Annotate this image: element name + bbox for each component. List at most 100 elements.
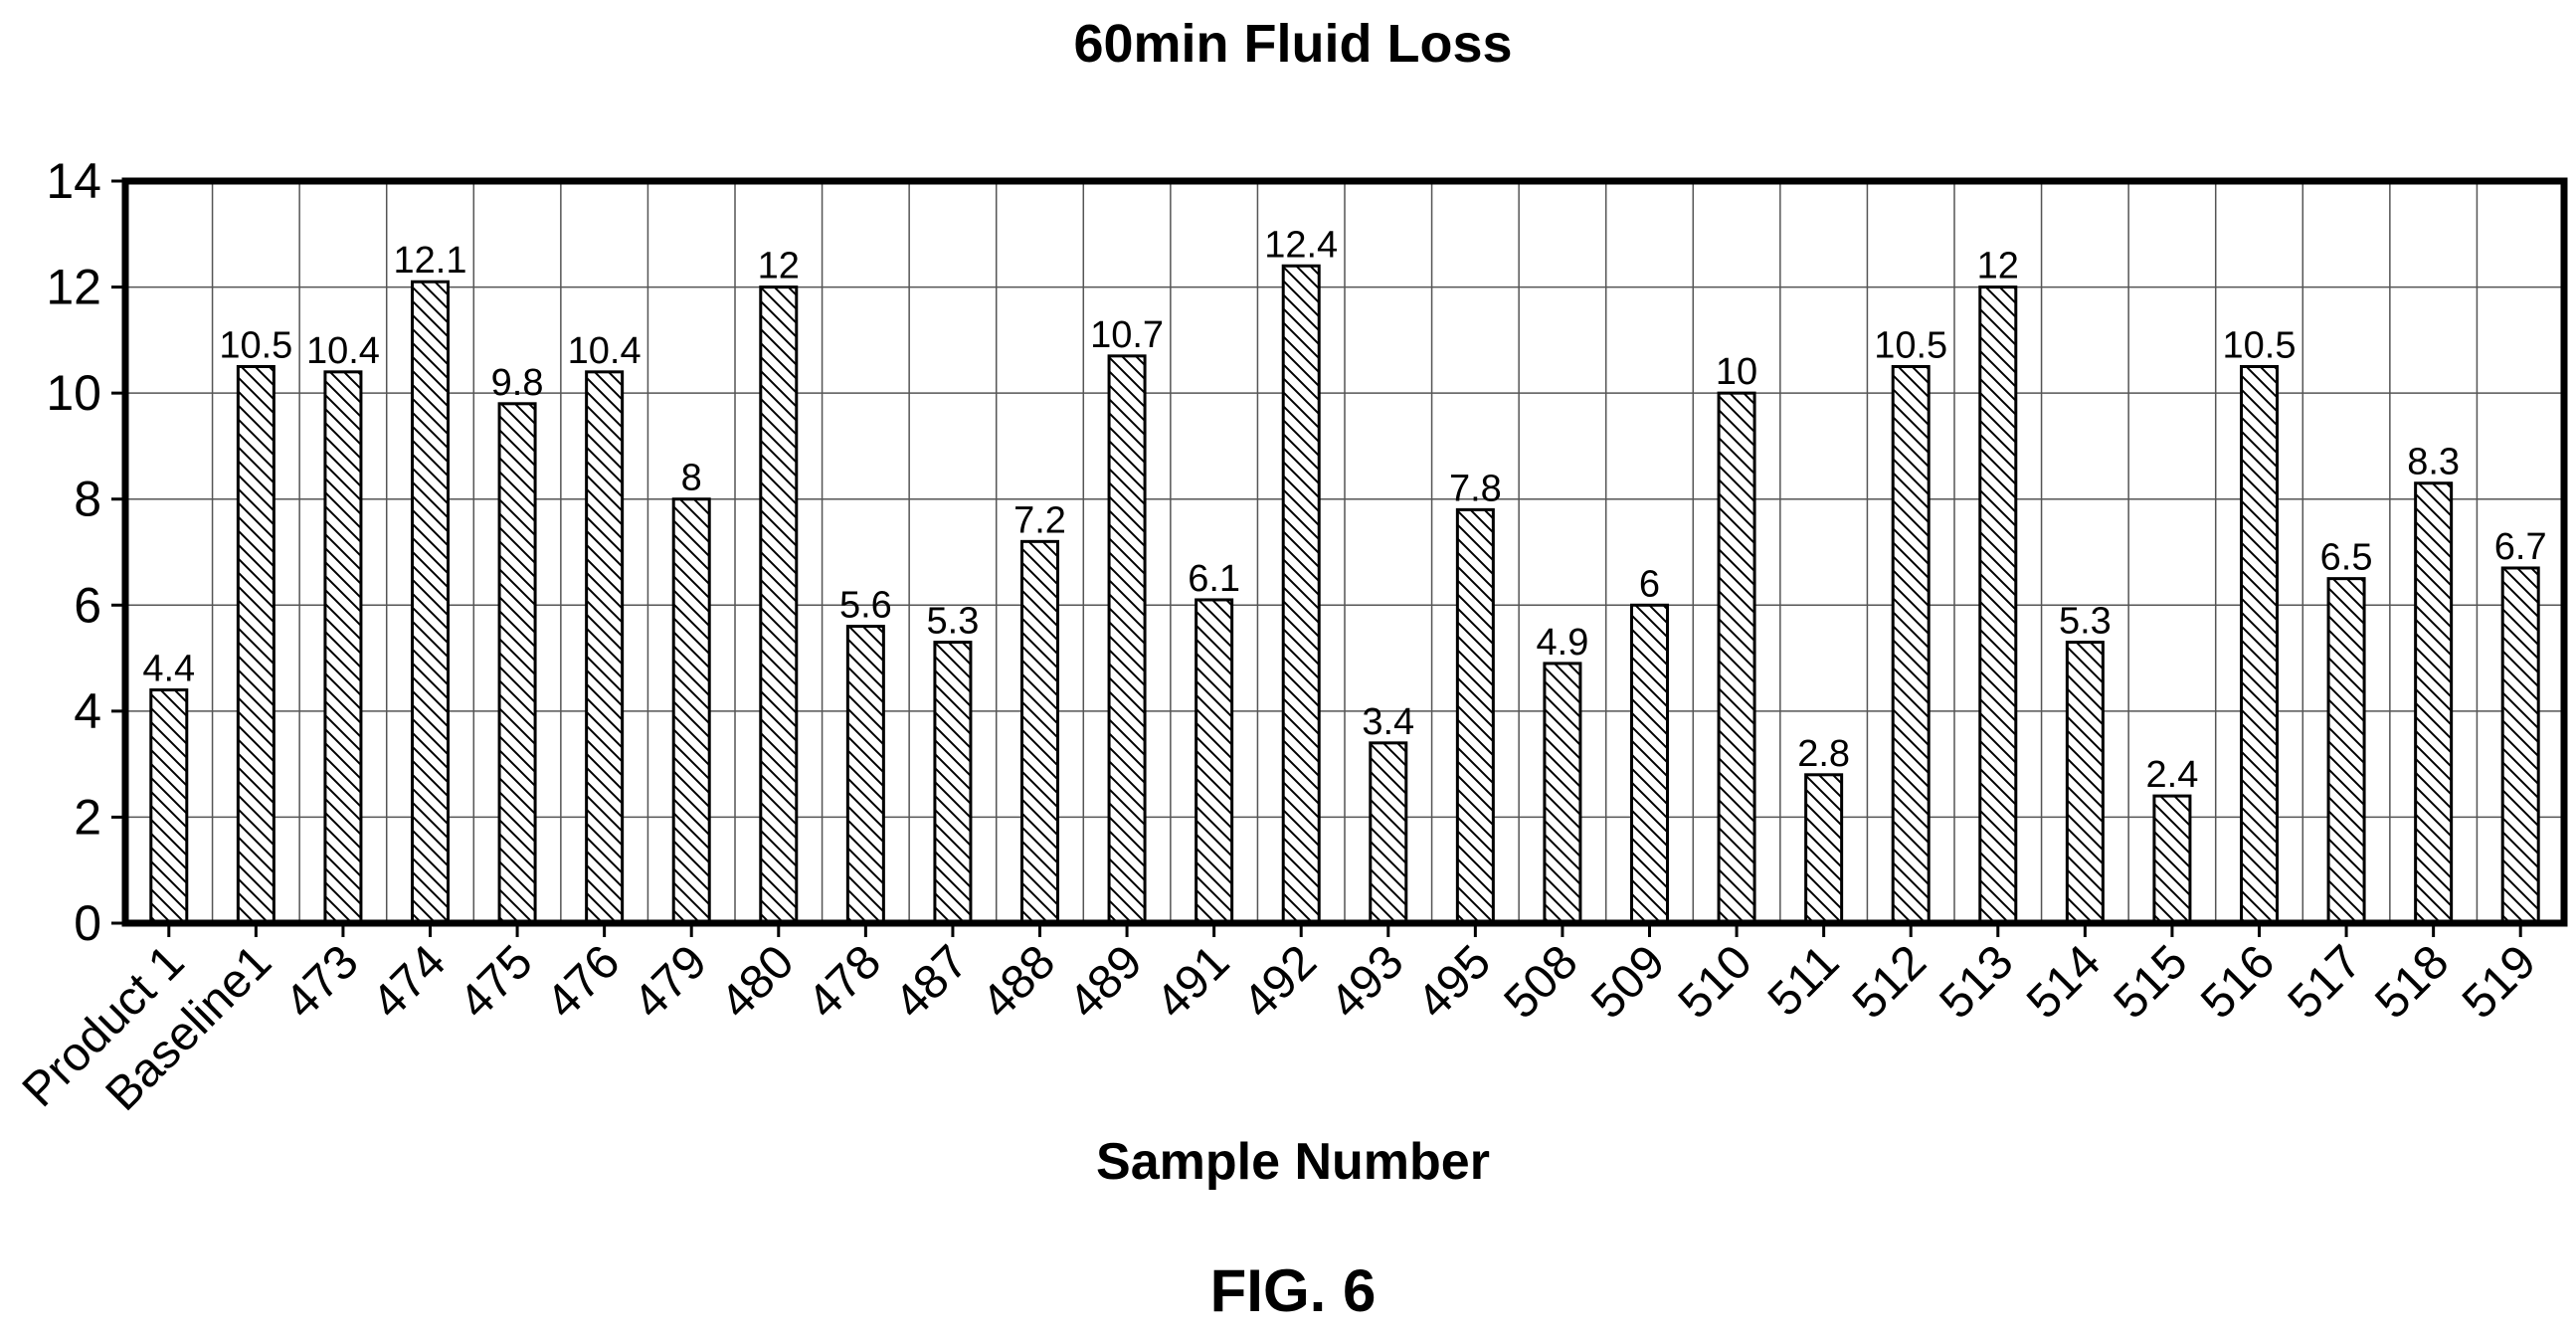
bar (1369, 741, 1408, 925)
x-tick-label: 518 (2365, 935, 2459, 1029)
x-tick-label: 515 (2105, 935, 2198, 1029)
x-tick-label: 514 (2017, 935, 2111, 1029)
figure-label: FIG. 6 (1210, 1257, 1377, 1324)
bar (1020, 539, 1059, 925)
data-label: 8 (681, 458, 702, 499)
data-label: 4.9 (1537, 622, 1589, 664)
x-tick-label: 475 (450, 935, 543, 1029)
data-label: 2.4 (2146, 754, 2199, 796)
data-label: 12.4 (1264, 224, 1338, 266)
x-tick-label: 489 (1059, 935, 1153, 1029)
x-tick-label: 473 (276, 935, 369, 1029)
data-label: 10.5 (219, 325, 292, 367)
bar (323, 370, 363, 925)
data-label: 5.3 (927, 601, 980, 643)
data-label: 10.7 (1090, 314, 1164, 356)
bar (585, 370, 625, 925)
x-tick-label: 479 (624, 935, 717, 1029)
x-tick-label: 510 (1669, 935, 1762, 1029)
bar (497, 402, 537, 925)
y-tick-label: 2 (74, 789, 101, 845)
bar (2414, 481, 2454, 925)
y-axis: 0 2 4 6 8 10 12 14 (46, 153, 125, 951)
bar (149, 688, 189, 925)
x-tick-label: 476 (536, 935, 630, 1029)
bars (149, 264, 2540, 925)
data-label: 6.7 (2494, 526, 2547, 568)
bar (671, 497, 711, 925)
data-label: 7.2 (1013, 499, 1066, 541)
y-tick-label: 8 (74, 472, 101, 527)
data-label: 5.3 (2059, 601, 2112, 643)
bar (1543, 662, 1582, 925)
x-axis: Product 1Baseline14734744754764794804784… (13, 923, 2546, 1121)
x-tick-label: 508 (1495, 935, 1588, 1029)
bar (933, 641, 973, 925)
x-tick-label: 488 (972, 935, 1065, 1029)
data-label: 6.5 (2320, 537, 2373, 579)
bar (1455, 507, 1495, 925)
bar (845, 625, 885, 925)
bar (2152, 794, 2192, 925)
x-tick-label: 487 (885, 935, 979, 1029)
data-label: 12.1 (394, 240, 467, 282)
y-tick-label: 6 (74, 577, 101, 633)
chart-title: 60min Fluid Loss (1073, 14, 1512, 74)
y-tick-label: 12 (46, 260, 101, 315)
x-tick-label: 480 (710, 935, 804, 1029)
bar (1195, 598, 1234, 925)
bar (1281, 264, 1321, 925)
data-label: 10.4 (568, 330, 642, 372)
bar (1978, 286, 2018, 925)
x-tick-label: 512 (1843, 935, 1936, 1029)
bar (411, 280, 450, 925)
data-label: 9.8 (491, 362, 544, 404)
x-tick-label: 493 (1320, 935, 1413, 1029)
bar (2065, 641, 2105, 925)
bar (759, 286, 799, 925)
x-tick-label: 509 (1581, 935, 1675, 1029)
bar (1717, 391, 1756, 925)
data-label: 7.8 (1449, 468, 1502, 509)
y-tick-label: 10 (46, 365, 101, 421)
x-tick-label: 491 (1146, 935, 1239, 1029)
bar (2326, 577, 2366, 925)
y-tick-label: 0 (74, 895, 101, 951)
x-axis-title: Sample Number (1096, 1133, 1490, 1191)
data-label: 8.3 (2407, 442, 2460, 483)
grid-lines (125, 181, 2564, 923)
data-label: 6.1 (1188, 558, 1240, 600)
x-tick-label: 513 (1930, 935, 2023, 1029)
plot-area-frame (121, 177, 2568, 927)
bar (2240, 365, 2279, 925)
x-tick-label: 517 (2279, 935, 2372, 1029)
x-tick-label: 495 (1407, 935, 1501, 1029)
bar (1804, 773, 1844, 925)
data-label: 10.5 (1874, 325, 1947, 367)
data-label: 4.4 (142, 649, 195, 690)
data-label: 5.6 (839, 585, 892, 627)
x-tick-label: 516 (2191, 935, 2285, 1029)
x-tick-label: 492 (1233, 935, 1327, 1029)
data-label: 12 (1977, 246, 2019, 287)
data-label: 10.5 (2223, 325, 2297, 367)
y-tick-label: 4 (74, 683, 101, 739)
x-tick-label: 519 (2453, 935, 2546, 1029)
data-label: 12 (758, 246, 800, 287)
data-label: 3.4 (1362, 701, 1414, 743)
y-tick-label: 14 (46, 153, 101, 209)
bar (1891, 365, 1931, 925)
data-label: 10.4 (306, 330, 380, 372)
bar (2500, 566, 2540, 925)
bar (236, 365, 276, 925)
data-label: 2.8 (1797, 733, 1850, 775)
data-label: 6 (1639, 563, 1660, 605)
data-labels: 4.4 10.5 10.4 12.1 9.8 10.4 8 12 5.6 5.3 7.2 10.7 6.… (142, 224, 2546, 796)
bar (1107, 354, 1147, 925)
bar (1630, 603, 1669, 925)
x-tick-label: 478 (798, 935, 891, 1029)
x-tick-label: 474 (362, 935, 456, 1029)
x-tick-label: 511 (1758, 935, 1850, 1027)
data-label: 10 (1716, 351, 1757, 393)
